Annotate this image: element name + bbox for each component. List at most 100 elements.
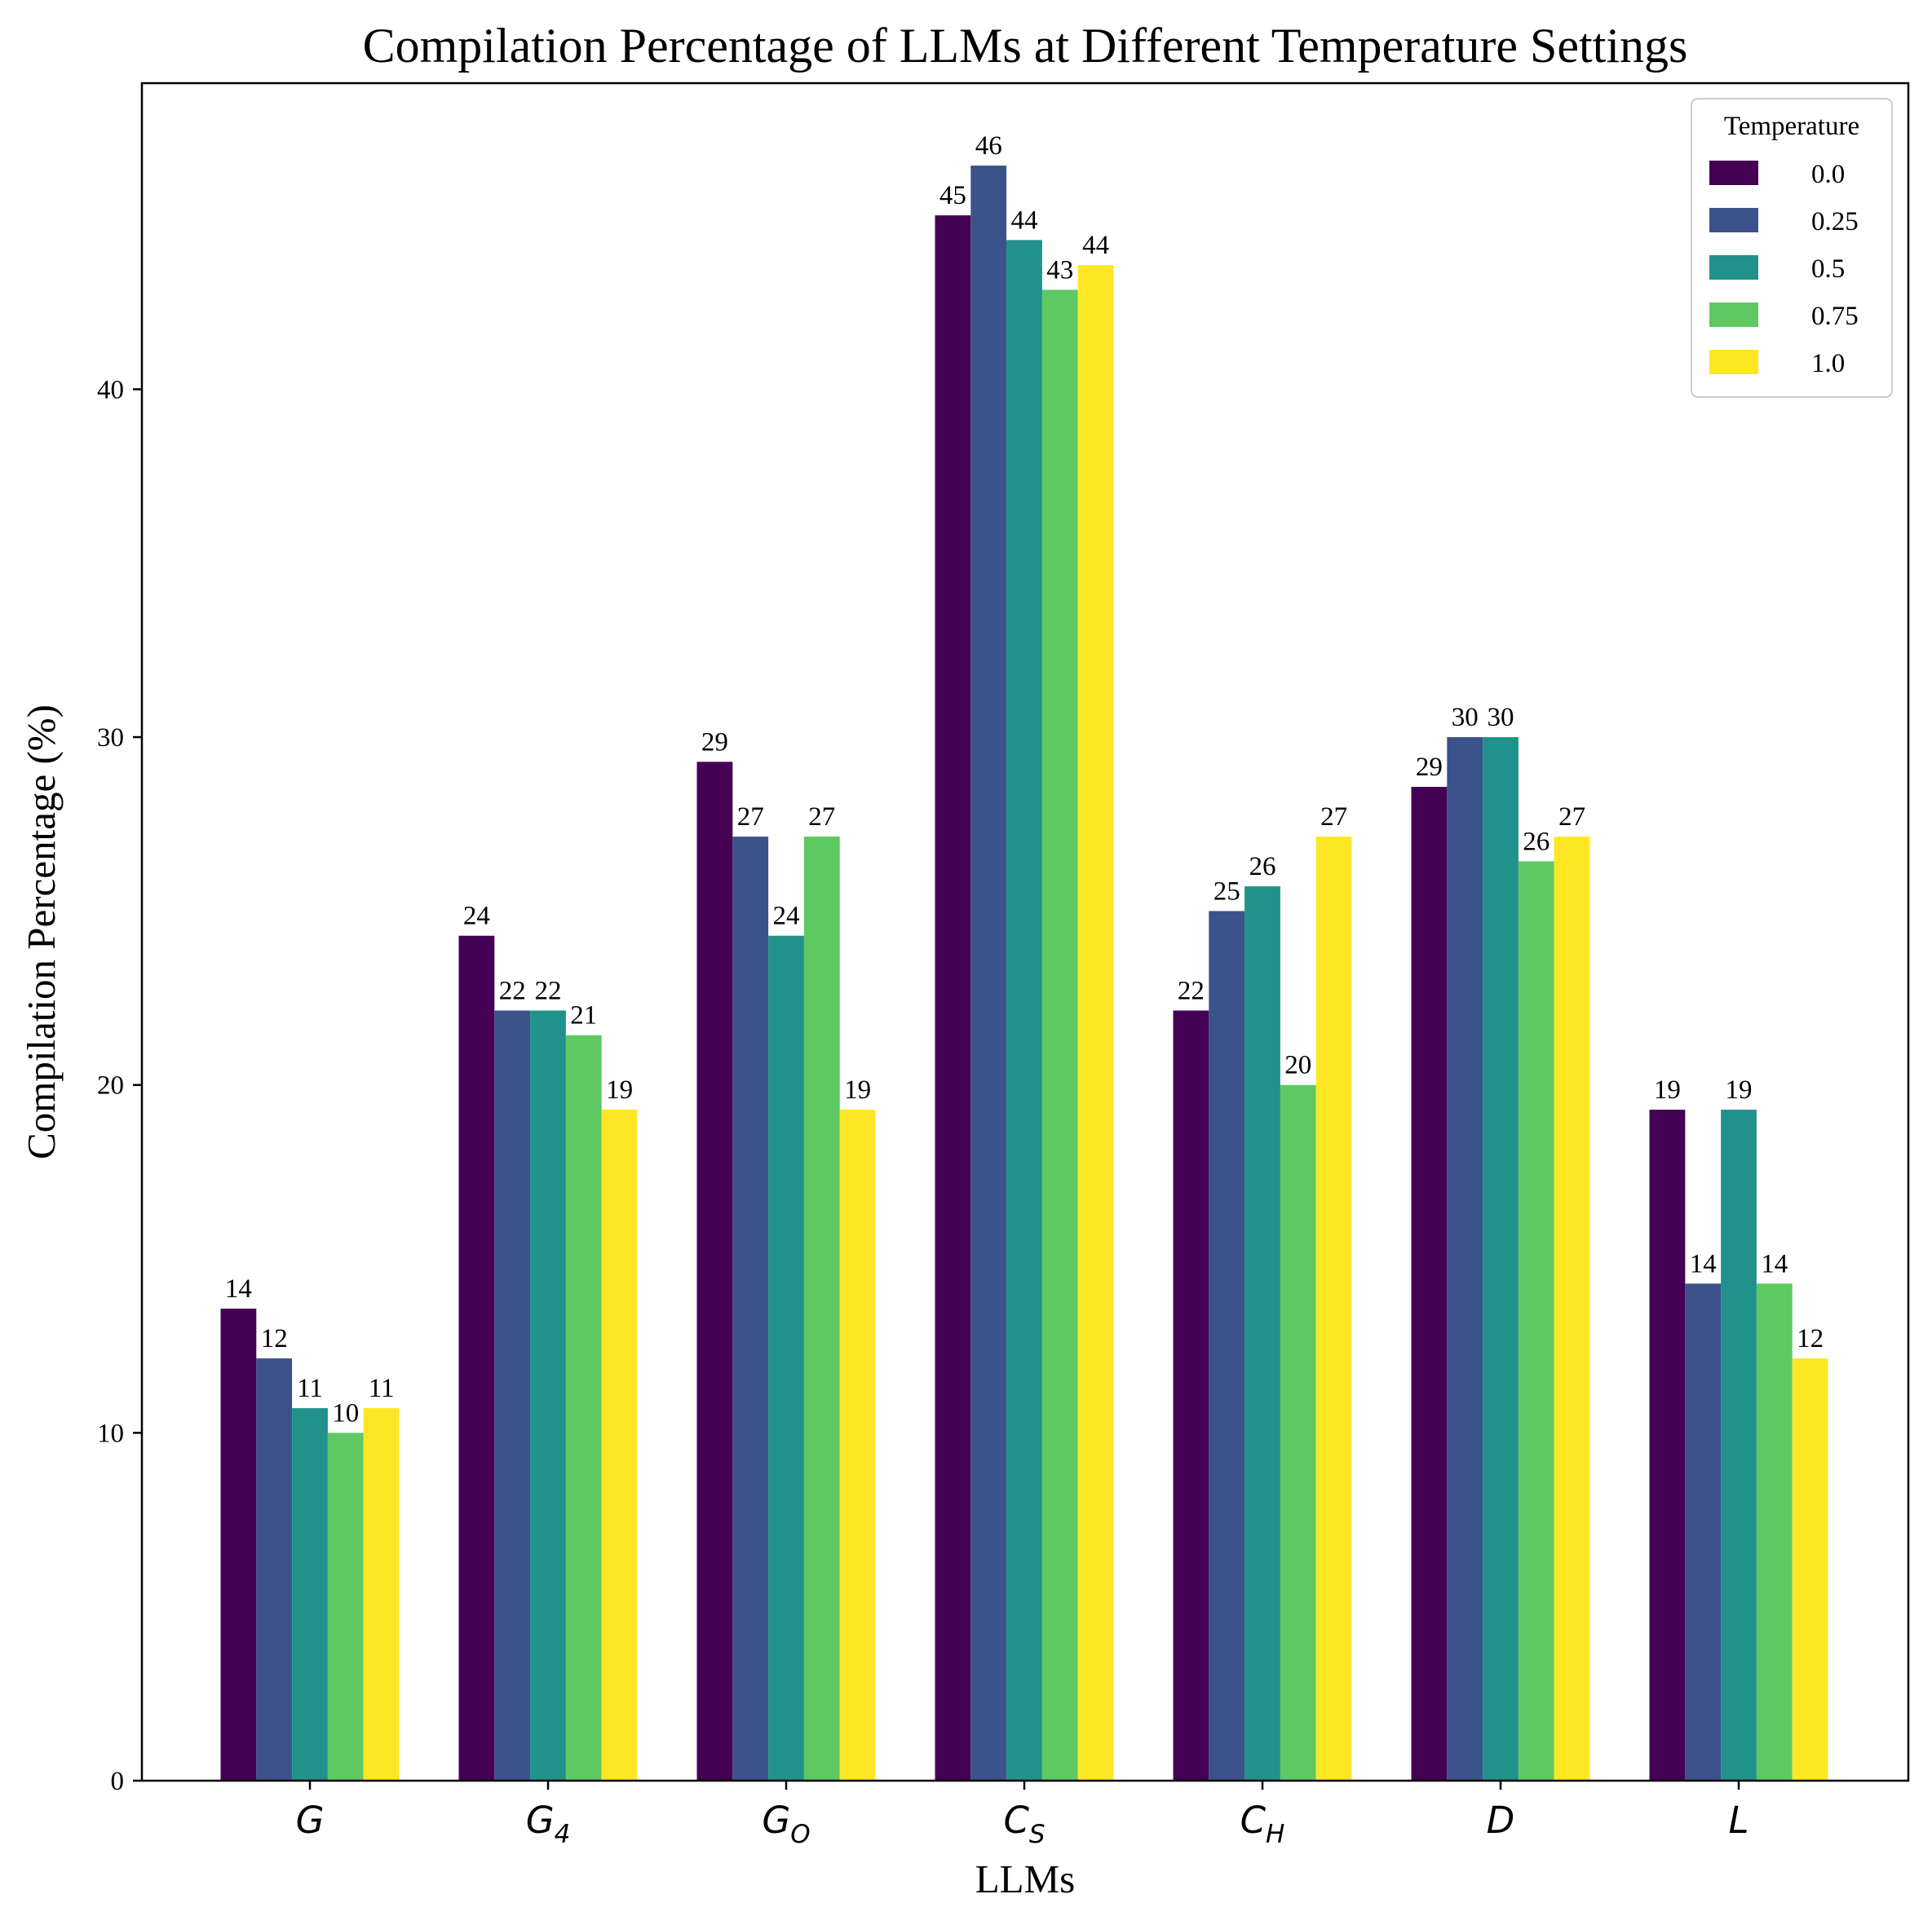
bar-label: 26 [1523,827,1550,856]
bar [803,837,840,1781]
legend-title: Temperature [1724,112,1859,141]
legend-swatch [1709,161,1758,185]
bar-label: 44 [1082,231,1109,260]
bar-label: 29 [701,727,728,757]
bar [768,935,804,1781]
legend-label: 0.5 [1811,254,1845,284]
bar-label: 21 [570,1001,597,1031]
bar [1315,837,1352,1781]
legend-swatch [1709,302,1758,327]
bar [1077,265,1114,1781]
legend-swatch [1709,255,1758,280]
x-axis: G G4 GO CS CH D L [296,1781,1749,1849]
bar-label: 11 [297,1374,323,1403]
legend-label: 0.75 [1811,302,1859,331]
x-tick-base: D [1487,1799,1515,1842]
bar-label: 29 [1416,753,1443,782]
x-tick-base: L [1728,1799,1749,1842]
bar [363,1408,400,1781]
bar-label: 46 [975,131,1002,161]
bar [970,166,1007,1782]
bar-label: 24 [463,902,490,931]
x-tick-label: GO [762,1799,810,1849]
bar [220,1309,257,1781]
bar [1518,861,1554,1781]
bar [458,935,495,1781]
x-tick-base: G [762,1799,790,1842]
bar-label: 45 [939,181,966,210]
bar [1245,886,1280,1781]
x-tick-label: D [1487,1799,1515,1842]
x-tick-label: L [1728,1799,1749,1842]
bar [1685,1283,1722,1781]
bar [732,837,769,1781]
y-axis-label: Compilation Percentage (%) [19,704,64,1159]
legend: Temperature 0.0 0.25 0.5 0.75 1.0 [1691,98,1893,398]
x-tick-label: G4 [526,1799,571,1849]
bar-label: 43 [1046,255,1073,285]
y-tick-label: 40 [97,375,124,404]
bar [1649,1110,1686,1781]
bar-label: 19 [844,1075,871,1105]
y-tick-label: 30 [97,723,124,753]
bar [1280,1084,1316,1781]
bar [565,1035,602,1781]
bar-label: 10 [332,1398,359,1428]
bar [1721,1110,1757,1781]
bar-label: 26 [1249,852,1276,881]
x-tick-label: CS [1003,1799,1045,1849]
x-tick-label: G [296,1799,325,1842]
bar [530,1010,566,1781]
bar-label: 25 [1214,876,1240,906]
bar-label: 11 [369,1374,395,1403]
x-tick-base: C [1240,1799,1267,1842]
bar-label: 24 [773,902,800,931]
bar-label: 20 [1284,1051,1311,1080]
bar-label: 44 [1011,205,1038,235]
x-axis-label: LLMs [975,1857,1076,1901]
x-tick-subscript: H [1266,1820,1284,1849]
bar-label: 14 [1690,1249,1717,1278]
x-tick-subscript: O [790,1820,810,1849]
bar [1792,1358,1828,1781]
bar-label: 12 [1797,1324,1824,1353]
x-tick-label: CH [1240,1799,1285,1849]
bar [1006,240,1042,1781]
bar [1756,1283,1793,1781]
bar [256,1358,293,1781]
bar-label: 30 [1488,703,1514,732]
bar [601,1110,638,1781]
bar-label: 22 [499,976,526,1005]
bar [1483,737,1519,1781]
y-tick-label: 0 [111,1767,125,1796]
bar [1209,911,1245,1781]
legend-label: 0.25 [1811,207,1859,236]
bar [1411,787,1448,1781]
bars-layer [220,166,1828,1782]
y-tick-label: 10 [97,1419,124,1448]
bar-label: 27 [1320,802,1347,832]
bar-label: 12 [261,1324,288,1353]
x-tick-base: G [526,1799,555,1842]
y-axis: 0 10 20 30 40 [97,375,142,1796]
bar [327,1433,364,1781]
bar [696,762,733,1781]
bar-label: 22 [535,976,562,1005]
bar-label: 19 [606,1075,633,1105]
bar-label: 19 [1726,1075,1753,1105]
legend-swatch [1709,350,1758,374]
bar-label: 22 [1178,976,1205,1005]
x-tick-base: G [296,1799,325,1842]
bar [1447,737,1483,1781]
chart-title: Compilation Percentage of LLMs at Differ… [363,19,1688,73]
bar [1041,289,1078,1781]
bar [935,215,971,1781]
legend-items: 0.0 0.25 0.5 0.75 1.0 [1709,160,1859,378]
legend-label: 1.0 [1811,349,1845,378]
bar-label: 27 [737,802,764,832]
bar-label: 14 [1761,1249,1788,1278]
bar [494,1010,531,1781]
legend-swatch [1709,208,1758,232]
